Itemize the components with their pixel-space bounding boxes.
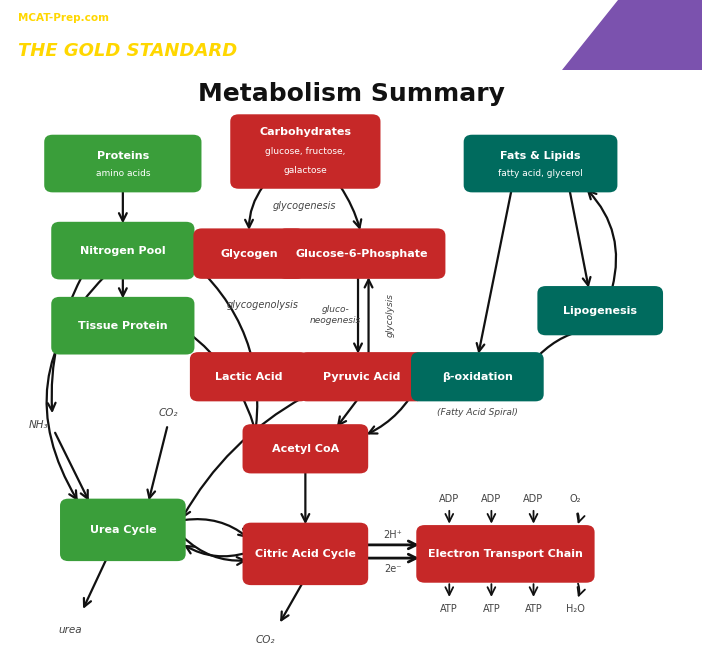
FancyBboxPatch shape xyxy=(411,352,543,401)
FancyBboxPatch shape xyxy=(190,352,308,401)
Text: ADP: ADP xyxy=(482,495,501,504)
Text: Electron Transport Chain: Electron Transport Chain xyxy=(428,549,583,559)
Text: ATP: ATP xyxy=(524,603,543,613)
FancyBboxPatch shape xyxy=(463,135,618,193)
FancyBboxPatch shape xyxy=(538,286,663,336)
Text: glycolysis: glycolysis xyxy=(386,293,395,337)
FancyBboxPatch shape xyxy=(243,523,368,585)
Text: Glycogen: Glycogen xyxy=(220,249,278,258)
FancyBboxPatch shape xyxy=(51,222,194,279)
Text: Citric Acid Cycle: Citric Acid Cycle xyxy=(255,549,356,559)
Text: gluco-
neogenesis: gluco- neogenesis xyxy=(310,305,362,325)
Text: Pyruvic Acid: Pyruvic Acid xyxy=(323,372,400,382)
Text: glycogenesis: glycogenesis xyxy=(273,201,336,211)
Text: MCAT-Prep.com: MCAT-Prep.com xyxy=(18,13,109,23)
FancyBboxPatch shape xyxy=(193,228,305,279)
Text: ATP: ATP xyxy=(482,603,501,613)
Text: 2H⁺: 2H⁺ xyxy=(384,530,402,540)
Text: H₂O: H₂O xyxy=(567,603,585,613)
Text: Lactic Acid: Lactic Acid xyxy=(216,372,283,382)
Text: Metabolism Summary: Metabolism Summary xyxy=(197,83,505,107)
Text: THE GOLD STANDARD: THE GOLD STANDARD xyxy=(18,42,237,60)
Text: galactose: galactose xyxy=(284,166,327,175)
Text: NH₃: NH₃ xyxy=(29,420,48,430)
Text: 2e⁻: 2e⁻ xyxy=(385,564,402,574)
Text: Lipogenesis: Lipogenesis xyxy=(563,306,637,315)
Text: Nitrogen Pool: Nitrogen Pool xyxy=(80,246,166,256)
Polygon shape xyxy=(562,0,702,70)
FancyBboxPatch shape xyxy=(51,297,194,354)
FancyBboxPatch shape xyxy=(278,228,446,279)
FancyBboxPatch shape xyxy=(299,352,424,401)
Text: Acetyl CoA: Acetyl CoA xyxy=(272,444,339,454)
FancyBboxPatch shape xyxy=(44,135,201,193)
FancyBboxPatch shape xyxy=(60,499,185,561)
Text: Tissue Protein: Tissue Protein xyxy=(78,321,168,331)
FancyBboxPatch shape xyxy=(416,525,595,582)
Text: Fats & Lipids: Fats & Lipids xyxy=(501,151,581,161)
Text: Proteins: Proteins xyxy=(97,151,149,161)
Text: ADP: ADP xyxy=(439,495,459,504)
Text: CO₂: CO₂ xyxy=(256,635,275,645)
Text: Glucose-6-Phosphate: Glucose-6-Phosphate xyxy=(296,249,428,258)
Text: urea: urea xyxy=(58,625,82,635)
Text: glycogenolysis: glycogenolysis xyxy=(227,300,298,310)
FancyBboxPatch shape xyxy=(243,424,368,474)
Text: CO₂: CO₂ xyxy=(159,408,178,418)
Text: glucose, fructose,: glucose, fructose, xyxy=(265,147,345,156)
Text: ADP: ADP xyxy=(524,495,543,504)
FancyBboxPatch shape xyxy=(230,114,380,189)
Text: ATP: ATP xyxy=(440,603,458,613)
Text: fatty acid, glycerol: fatty acid, glycerol xyxy=(498,168,583,178)
Text: O₂: O₂ xyxy=(570,495,581,504)
Text: (Fatty Acid Spiral): (Fatty Acid Spiral) xyxy=(437,408,518,417)
Text: β-oxidation: β-oxidation xyxy=(442,372,512,382)
Text: Carbohydrates: Carbohydrates xyxy=(259,127,352,138)
Text: Urea Cycle: Urea Cycle xyxy=(90,525,156,535)
Text: amino acids: amino acids xyxy=(95,168,150,178)
